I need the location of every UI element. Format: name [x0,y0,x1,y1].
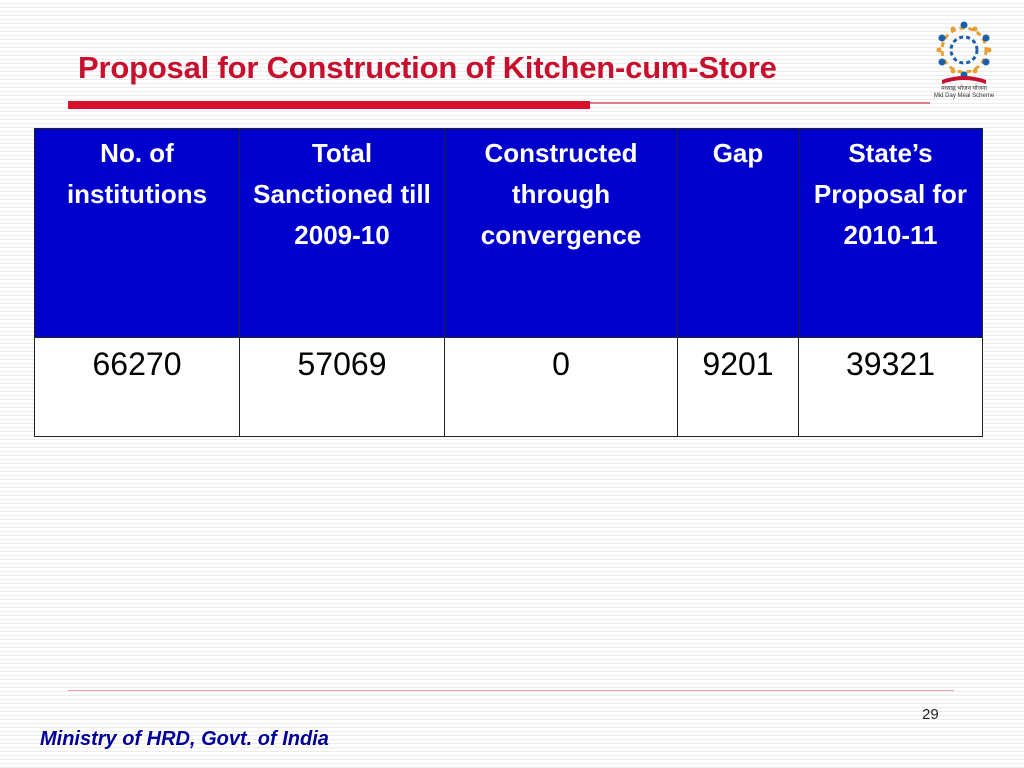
table-row: 66270 57069 0 9201 39321 [34,337,983,437]
cell-total-sanctioned: 57069 [239,337,445,437]
slide-number: 29 [922,706,939,723]
slide-title: Proposal for Construction of Kitchen-cum… [78,50,777,85]
table-header-row: No. of institutions Total Sanctioned til… [34,128,983,338]
header-total-sanctioned: Total Sanctioned till 2009-10 [239,128,445,338]
footer-ministry: Ministry of HRD, Govt. of India [40,728,329,750]
cell-state-proposal: 39321 [798,337,983,437]
header-state-proposal: State’s Proposal for 2010-11 [798,128,983,338]
cell-gap: 9201 [677,337,799,437]
header-gap: Gap [677,128,799,338]
cell-institutions: 66270 [34,337,240,437]
cell-constructed-convergence: 0 [444,337,678,437]
title-underline [68,101,590,109]
logo-caption-english: Mid Day Meal Scheme [933,93,995,99]
footer-divider [68,690,954,691]
header-constructed-convergence: Constructed through convergence [444,128,678,338]
title-underline-thin [590,102,930,104]
logo-caption: मध्याह्न भोजन योजना Mid Day Meal Scheme [926,86,1002,100]
logo-caption-hindi: मध्याह्न भोजन योजना [941,86,987,92]
header-institutions: No. of institutions [34,128,240,338]
kitchen-store-table: No. of institutions Total Sanctioned til… [34,128,983,437]
mid-day-meal-logo [936,21,992,84]
